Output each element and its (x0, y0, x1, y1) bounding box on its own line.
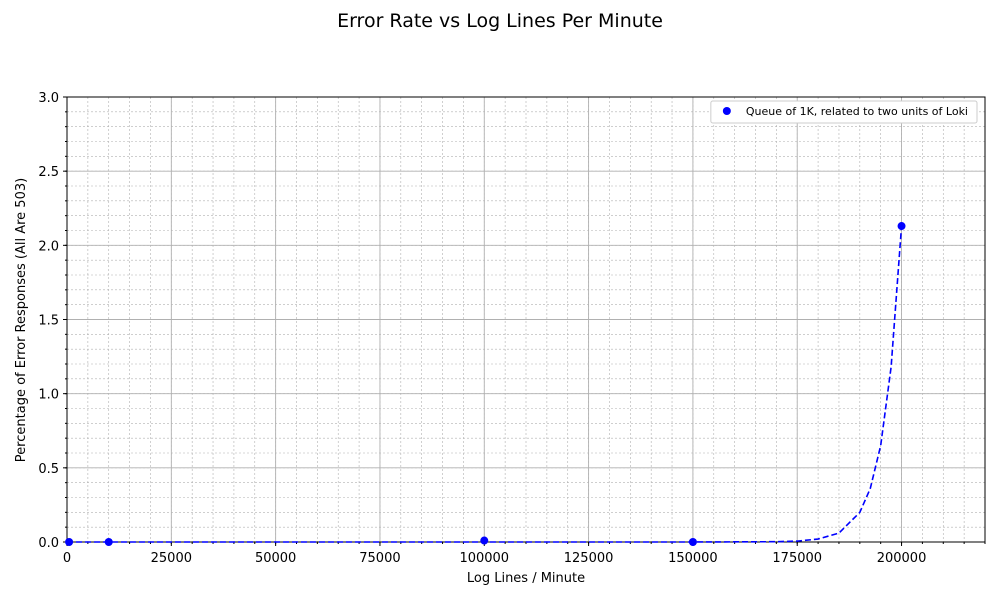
x-tick-label: 150000 (668, 551, 718, 566)
y-tick-label: 2.0 (38, 239, 59, 254)
legend-box (710, 100, 978, 124)
y-tick-label: 1.0 (38, 388, 59, 403)
legend: Queue of 1K, related to two units of Lok… (710, 100, 978, 124)
x-tick-label: 125000 (564, 551, 614, 566)
y-tick-label: 0.5 (38, 462, 59, 477)
point (480, 536, 489, 545)
x-tick-label: 75000 (359, 551, 400, 566)
y-tick-label: 1.5 (38, 314, 59, 329)
x-axis-label: Log Lines / Minute (467, 571, 585, 586)
y-axis-label: Percentage of Error Responses (All Are 5… (14, 178, 29, 462)
legend-marker (722, 107, 731, 115)
x-tick-label: 0 (63, 551, 71, 566)
fit-line (67, 225, 903, 543)
legend-label: Queue of 1K, related to two units of Lok… (746, 105, 968, 118)
y-tick-label: 3.0 (38, 91, 59, 106)
x-tick-label: 50000 (255, 551, 296, 566)
y-tick-label: 2.5 (38, 165, 59, 180)
x-tick-label: 200000 (877, 551, 927, 566)
x-tick-label: 175000 (772, 551, 822, 566)
x-tick-label: 25000 (151, 551, 192, 566)
y-tick-label: 0.0 (38, 536, 59, 551)
chart-title: Error Rate vs Log Lines Per Minute (337, 10, 663, 32)
x-tick-label: 100000 (459, 551, 509, 566)
